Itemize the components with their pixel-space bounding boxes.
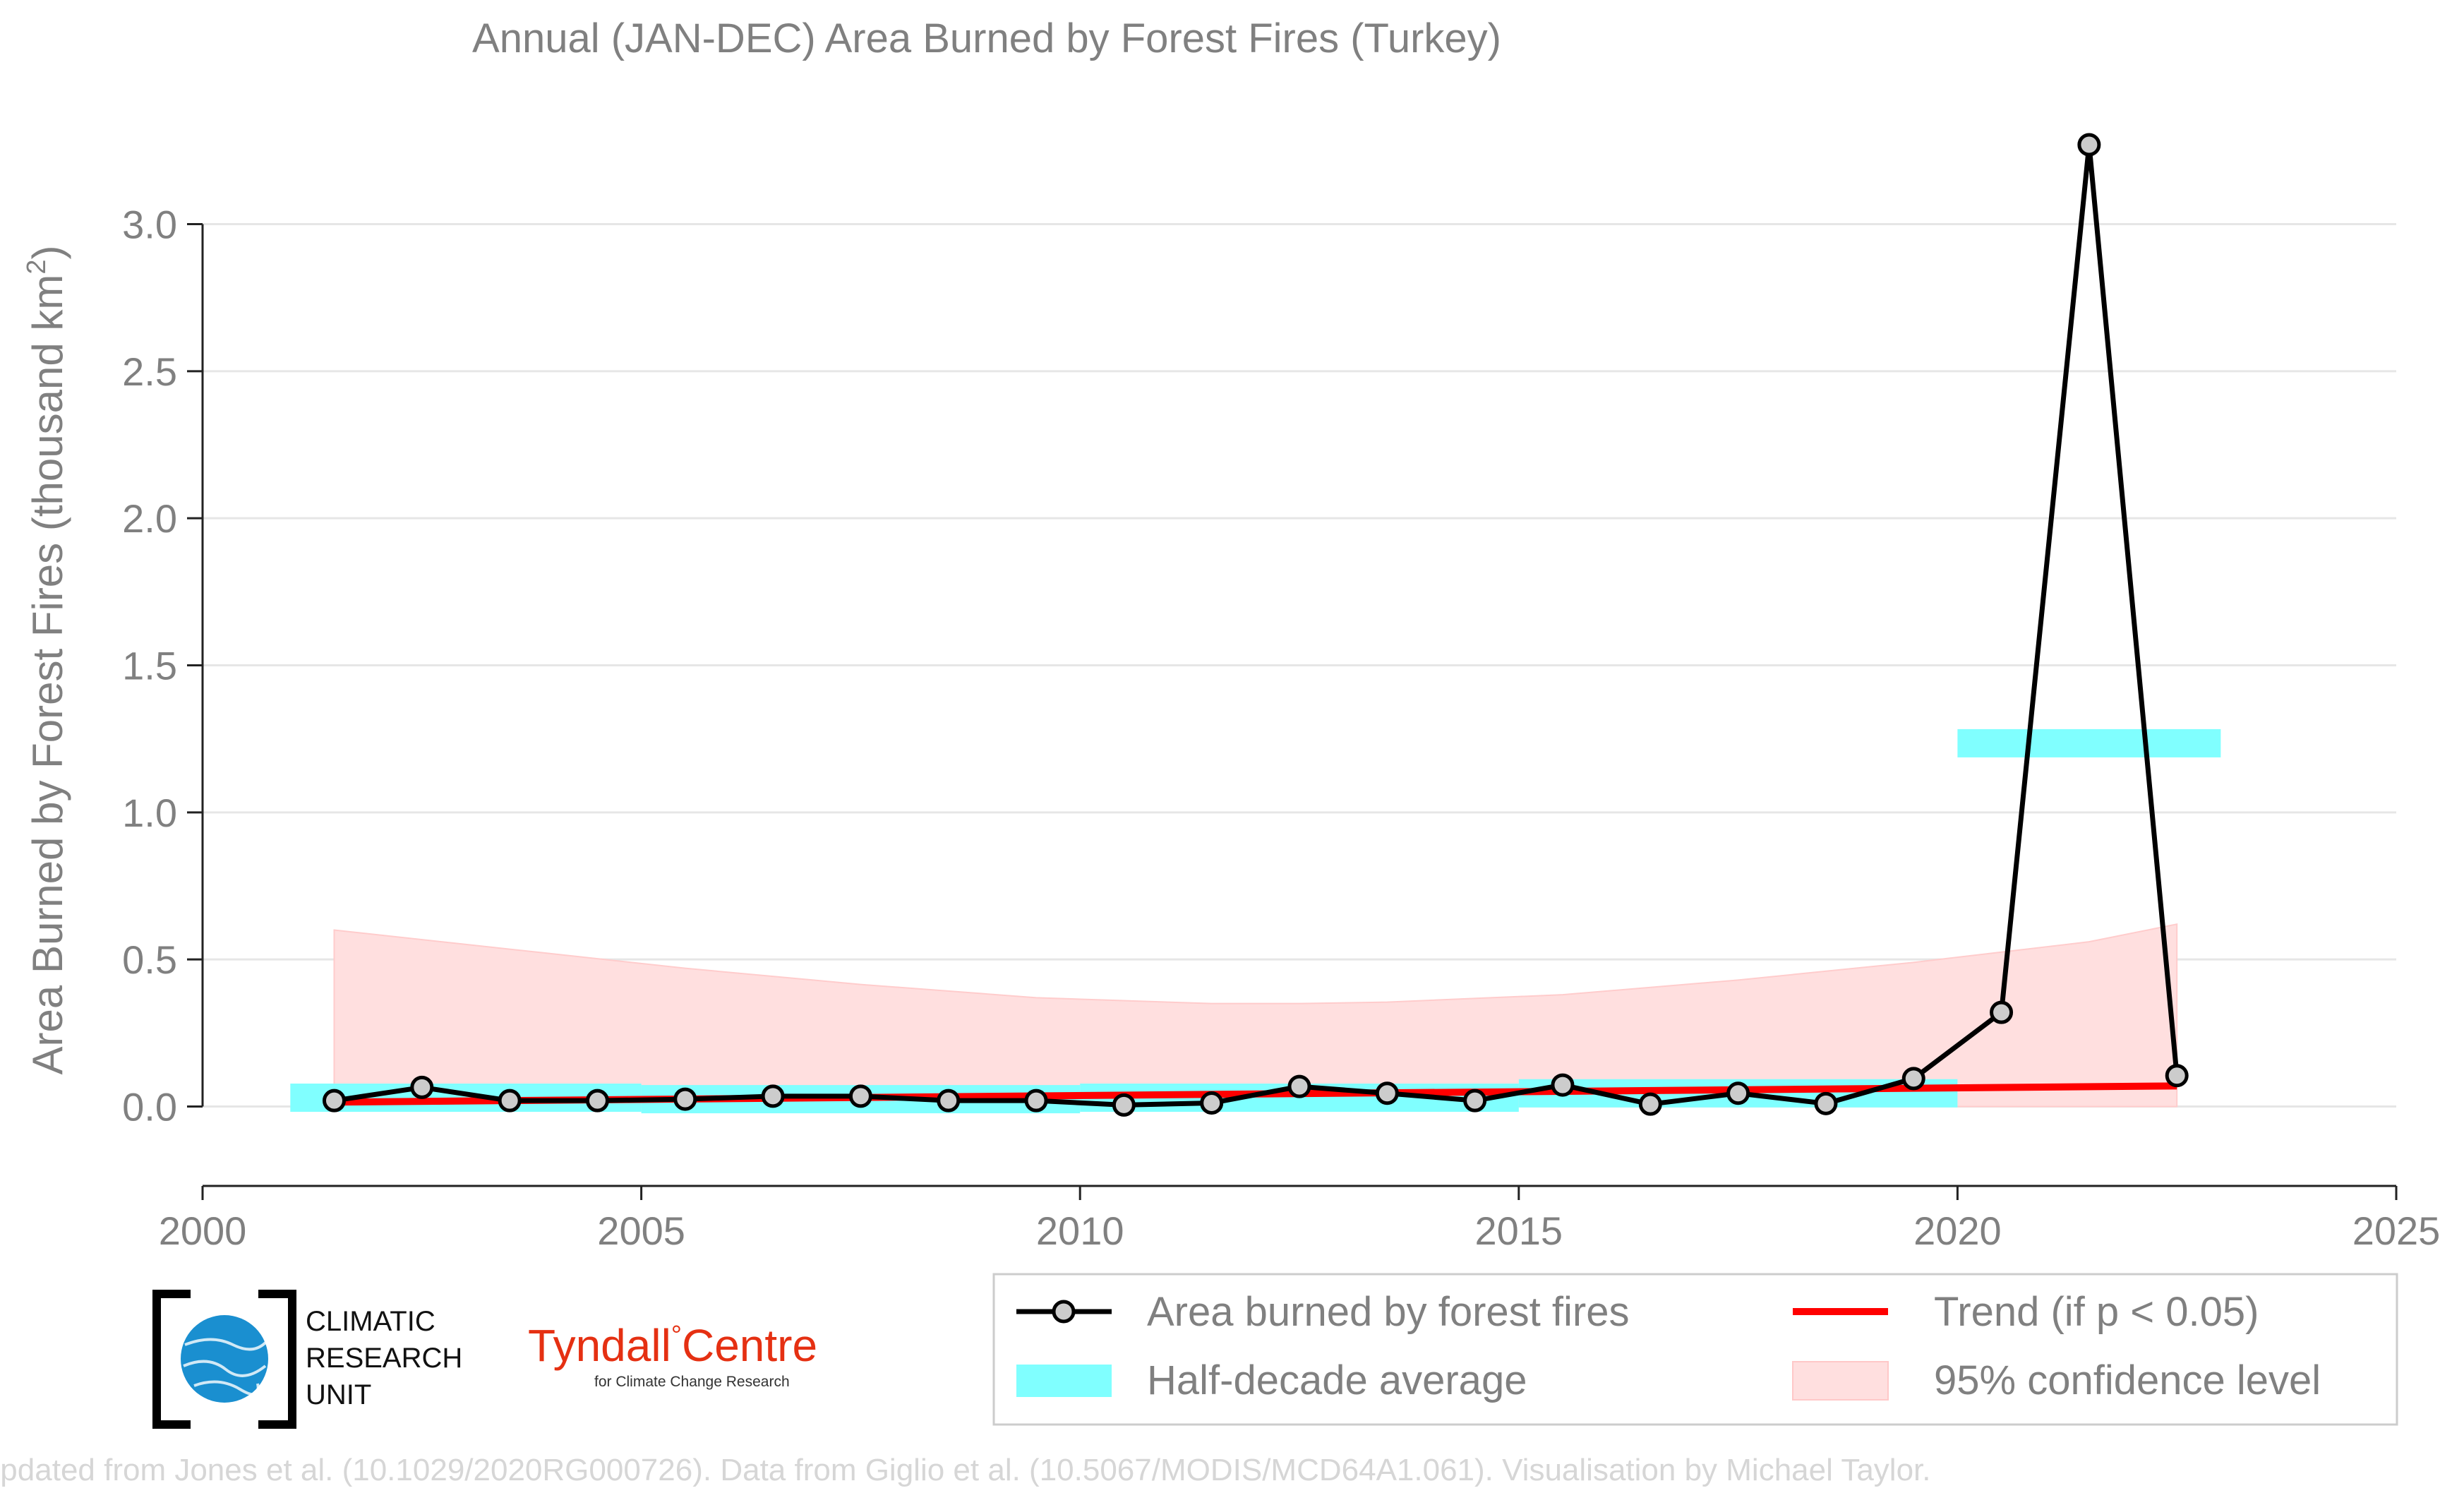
chart-title: Annual (JAN-DEC) Area Burned by Forest F… — [472, 16, 1501, 61]
data-point — [585, 1089, 609, 1113]
y-tick-label: 0.5 — [122, 937, 177, 982]
legend-item-trend: Trend (if p < 0.05) — [1793, 1289, 2259, 1335]
legend-box — [992, 1273, 2398, 1426]
y-axis-label: Area Burned by Forest Fires (thousand km… — [22, 246, 71, 1075]
x-axis-ticks: 2000 2005 2010 2015 2020 2025 — [159, 1185, 2441, 1253]
x-tick-label: 2015 — [1475, 1209, 1563, 1253]
y-tick-label: 0.0 — [122, 1085, 177, 1129]
data-point — [1200, 1091, 1224, 1115]
y-axis-ticks: 0.0 0.5 1.0 1.5 2.0 2.5 3.0 — [122, 203, 204, 1129]
half-decade-bar — [1957, 728, 2221, 757]
cru-globe-contour-2 — [183, 1360, 267, 1377]
y-tick-label: 1.5 — [122, 644, 177, 688]
data-point — [1551, 1073, 1575, 1097]
legend-item-half-decade: Half-decade average — [1016, 1357, 1527, 1403]
legend-label-confidence: 95% confidence level — [1934, 1357, 2321, 1403]
x-tick-label: 2010 — [1036, 1209, 1124, 1253]
cru-logo-line1: CLIMATIC — [306, 1306, 435, 1337]
data-point — [2077, 133, 2101, 157]
legend-confidence-symbol — [1792, 1361, 1889, 1401]
cru-globe-contour-3 — [193, 1380, 260, 1396]
area-burned-series-group — [322, 133, 2189, 1117]
legend-label-half-decade: Half-decade average — [1147, 1357, 1527, 1403]
legend-label-trend: Trend (if p < 0.05) — [1934, 1289, 2259, 1335]
x-tick-label: 2020 — [1913, 1209, 2002, 1253]
data-point — [937, 1089, 961, 1113]
data-point — [410, 1075, 434, 1099]
tyndall-logo-subtitle: for Climate Change Research — [594, 1374, 790, 1390]
cru-logo-line3: UNIT — [306, 1379, 371, 1410]
data-point — [1990, 1000, 2014, 1024]
cru-globe-icon — [181, 1315, 268, 1403]
x-tick-label: 2000 — [159, 1209, 247, 1253]
cru-logo: CLIMATIC RESEARCH UNIT — [152, 1290, 462, 1429]
y-tick-label: 3.0 — [122, 203, 177, 247]
legend-item-confidence: 95% confidence level — [1792, 1357, 2321, 1403]
footer-credit: Updated from Jones et al. (10.1029/2020R… — [0, 1453, 1930, 1487]
data-point — [1463, 1089, 1487, 1113]
legend-item-area-burned: Area burned by forest fires — [1016, 1289, 1629, 1335]
y-tick-label: 1.0 — [122, 791, 177, 835]
cru-right-bracket-shape — [258, 1290, 296, 1429]
data-point — [1375, 1081, 1399, 1105]
legend-marker-symbol — [1052, 1300, 1076, 1324]
legend: Area burned by forest fires Trend (if p … — [992, 1273, 2398, 1426]
data-point — [673, 1087, 697, 1111]
x-tick-label: 2025 — [2352, 1209, 2441, 1253]
data-point — [2165, 1064, 2189, 1088]
data-point — [1112, 1093, 1136, 1117]
data-point — [761, 1084, 785, 1108]
data-point — [1726, 1081, 1750, 1105]
data-point — [1638, 1092, 1662, 1116]
x-tick-label: 2005 — [597, 1209, 685, 1253]
data-point — [1024, 1089, 1048, 1113]
data-point — [1901, 1067, 1925, 1091]
cru-left-bracket-shape — [152, 1290, 191, 1429]
data-point — [322, 1089, 346, 1113]
y-tick-label: 2.0 — [122, 496, 177, 541]
data-point — [848, 1084, 872, 1108]
cru-globe-contour-1 — [184, 1338, 268, 1351]
legend-label-area-burned: Area burned by forest fires — [1147, 1289, 1629, 1335]
data-point — [1814, 1091, 1838, 1115]
legend-half-decade-symbol — [1016, 1365, 1112, 1397]
tyndall-logo: Tyndall°Centre for Climate Change Resear… — [528, 1320, 817, 1390]
cru-logo-line2: RESEARCH — [306, 1343, 462, 1374]
data-point — [1287, 1074, 1311, 1098]
data-point — [498, 1089, 522, 1113]
tyndall-logo-title: Tyndall°Centre — [528, 1320, 817, 1371]
area-burned-line — [333, 142, 2180, 1108]
y-tick-label: 2.5 — [122, 349, 177, 394]
